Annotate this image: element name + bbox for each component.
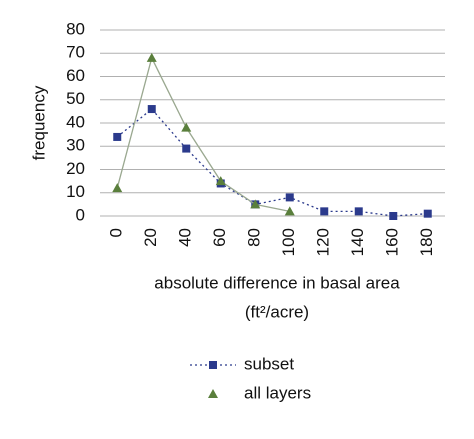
series-line: [116, 108, 428, 217]
marker: [112, 183, 123, 193]
legend-marker: [209, 361, 217, 369]
y-tick-label: 40: [66, 112, 85, 131]
y-tick-label: 10: [66, 182, 85, 201]
x-tick-label: 160: [383, 228, 402, 256]
marker: [182, 144, 191, 153]
y-tick-label: 80: [66, 19, 85, 38]
x-tick-label: 120: [314, 228, 333, 256]
x-tick-label: 180: [417, 228, 436, 256]
y-tick-label: 20: [66, 159, 85, 178]
y-axis-label: frequency: [29, 85, 48, 160]
x-tick-label: 40: [176, 228, 195, 247]
x-tick-label: 0: [107, 228, 126, 237]
marker: [423, 209, 432, 218]
y-tick-label: 30: [66, 136, 85, 155]
marker: [146, 52, 157, 62]
series-line: [116, 56, 290, 212]
legend-label: all layers: [244, 383, 311, 402]
marker: [285, 193, 294, 202]
marker: [284, 206, 295, 216]
marker: [354, 207, 363, 216]
x-tick-label: 20: [141, 228, 160, 247]
x-axis-label: (ft²/acre): [245, 302, 309, 321]
marker: [389, 212, 398, 220]
x-tick-label: 60: [210, 228, 229, 247]
x-tick-label: 80: [245, 228, 264, 247]
x-axis-label: absolute difference in basal area: [154, 273, 400, 292]
x-tick-label: 140: [348, 228, 367, 256]
y-tick-label: 70: [66, 43, 85, 62]
y-tick-label: 60: [66, 66, 85, 85]
marker: [147, 105, 156, 114]
y-tick-label: 0: [76, 205, 85, 224]
marker: [181, 122, 192, 132]
y-tick-label: 50: [66, 89, 85, 108]
marker: [215, 176, 226, 186]
marker: [250, 199, 261, 209]
x-tick-label: 100: [279, 228, 298, 256]
legend-label: subset: [244, 354, 294, 373]
legend-marker: [208, 389, 218, 398]
marker: [320, 207, 329, 216]
marker: [113, 132, 122, 141]
